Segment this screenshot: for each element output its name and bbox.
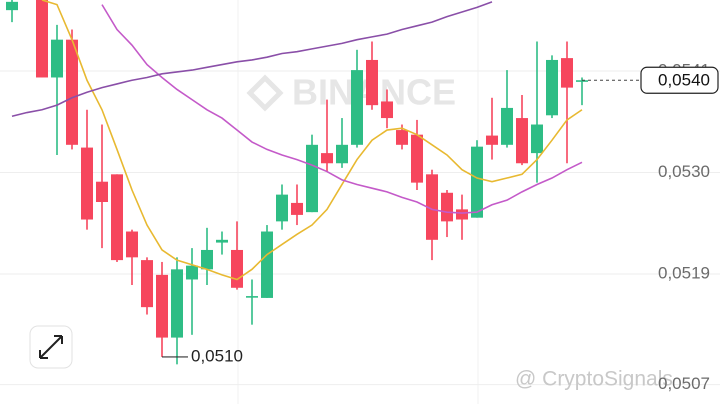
candle-body [6, 1, 18, 11]
candle-body [351, 70, 363, 145]
candle-body [66, 39, 78, 145]
low-marker-label: 0,0510 [191, 346, 243, 365]
y-tick-label: 0,0519 [658, 263, 710, 282]
candle-body [201, 249, 213, 270]
candle-body [396, 130, 408, 145]
candle-body [261, 231, 273, 298]
candle-body [96, 181, 108, 202]
moving-average-line [41, 0, 583, 281]
candle-body [216, 239, 228, 243]
candle-body [141, 260, 153, 308]
candle-body [51, 39, 63, 78]
last-price-box [640, 66, 719, 94]
candle-body [441, 192, 453, 222]
moving-average-line [11, 1, 493, 117]
y-tick-label: 0,0507 [658, 374, 710, 393]
candle-body [126, 231, 138, 258]
candle-body [576, 80, 588, 82]
y-tick-label: 0,0530 [658, 162, 710, 181]
last-price-label: 0,0540 [658, 71, 710, 90]
source-watermark: @ CryptoSignals [515, 368, 673, 391]
candle-body [306, 144, 318, 213]
candle-body [186, 265, 198, 280]
candle-body [561, 58, 573, 88]
moving-average-line [101, 4, 583, 214]
candle-body [336, 144, 348, 164]
candle-body [366, 59, 378, 106]
candle-body [291, 202, 303, 215]
candle-body [516, 118, 528, 164]
candle-body [471, 146, 483, 218]
candle-body [426, 174, 438, 240]
candle-body [501, 107, 513, 145]
candle-body [321, 153, 333, 164]
candle-body [231, 249, 243, 288]
candle-body [486, 135, 498, 145]
candle-body [276, 194, 288, 222]
expand-icon [39, 335, 63, 359]
candle-body [111, 174, 123, 261]
candle-body [36, 0, 48, 78]
candle-body [81, 147, 93, 220]
watermark-logo [246, 74, 284, 112]
candle-body [156, 274, 168, 338]
candle-body [546, 59, 558, 116]
candle-body [411, 134, 423, 183]
candle-body [531, 124, 543, 154]
candle-body [381, 101, 393, 119]
candle-body [456, 209, 468, 220]
candle-body [246, 296, 258, 298]
candle-body [171, 269, 183, 338]
